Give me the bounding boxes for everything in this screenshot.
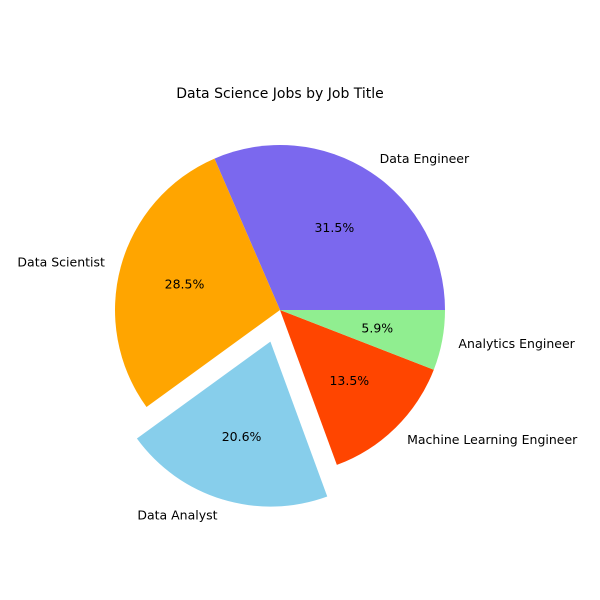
chart-title: Data Science Jobs by Job Title <box>176 86 384 102</box>
pie-category-label: Data Analyst <box>137 508 217 523</box>
pie-slice-analytics-engineer <box>280 310 445 370</box>
pie-category-label: Data Engineer <box>380 151 470 166</box>
pie-slice-data-engineer <box>214 145 445 310</box>
pie-percent-label: 13.5% <box>329 373 369 388</box>
pie-percent-label: 20.6% <box>222 429 262 444</box>
pie-category-label: Analytics Engineer <box>458 336 575 351</box>
pie-category-label: Data Scientist <box>17 255 105 270</box>
pie-percent-label: 28.5% <box>165 276 205 291</box>
pie-slice-machine-learning-engineer <box>280 310 434 465</box>
pie-percent-label: 5.9% <box>361 321 393 336</box>
pie-percent-label: 31.5% <box>314 220 354 235</box>
pie-slice-data-scientist <box>114 158 280 407</box>
pie-labels: 31.5% Data Engineer 28.5% Data Scientist 20.… <box>17 151 578 523</box>
pie-slices <box>114 145 445 507</box>
pie-slice-data-analyst <box>136 341 328 507</box>
pie-category-label: Machine Learning Engineer <box>407 432 578 447</box>
